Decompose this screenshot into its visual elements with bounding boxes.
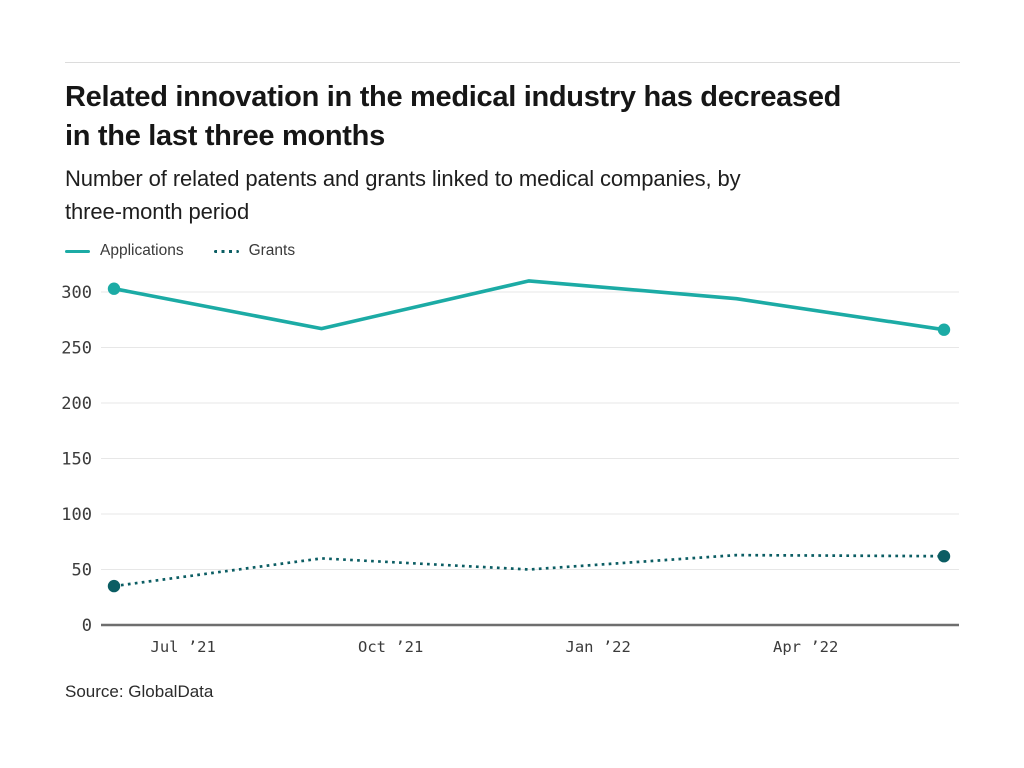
series-line-applications — [113, 279, 945, 332]
page-title-line-1: Related innovation in the medical indust… — [65, 81, 842, 113]
y-tick-label: 250 — [61, 339, 92, 359]
line-chart: 0 50 100 150 200 250 300 Jul ’21 Oct ’21 Jan ’22 A… — [61, 279, 959, 656]
legend-item-grants[interactable]: Grants — [213, 242, 296, 260]
grants-dotted-swatch-icon — [213, 249, 239, 253]
source-attribution: Source: GlobalData — [65, 682, 214, 701]
applications-line-swatch-icon — [65, 249, 90, 253]
y-tick-label: 150 — [61, 450, 92, 470]
y-tick-label: 0 — [82, 616, 92, 636]
legend-item-applications[interactable]: Applications — [65, 242, 184, 260]
page-title: Related innovation in the medical indust… — [65, 78, 995, 156]
y-tick-label: 100 — [61, 505, 92, 525]
chart-subtitle-line-1: Number of related patents and grants lin… — [65, 166, 741, 191]
chart-subtitle: Number of related patents and grants lin… — [65, 162, 995, 228]
legend-label-applications: Applications — [100, 242, 184, 259]
grants-point-marker — [937, 550, 951, 563]
grants-point-marker — [107, 579, 121, 593]
applications-point-marker — [107, 282, 121, 295]
applications-point-marker — [937, 323, 951, 336]
legend-label-grants: Grants — [248, 242, 296, 259]
series-line-grants — [113, 553, 945, 588]
header-divider — [65, 62, 960, 63]
y-tick-label: 50 — [72, 561, 92, 581]
x-tick-label: Apr ’22 — [773, 638, 838, 656]
x-tick-label: Jul ’21 — [151, 638, 216, 656]
y-tick-label: 300 — [61, 283, 92, 303]
page-title-line-2: in the last three months — [65, 120, 385, 152]
y-tick-label: 200 — [61, 394, 92, 414]
chart-subtitle-line-2: three-month period — [65, 199, 250, 224]
x-tick-label: Oct ’21 — [358, 638, 423, 656]
chart-legend: Applications Grants — [65, 242, 295, 260]
x-tick-label: Jan ’22 — [566, 638, 631, 656]
